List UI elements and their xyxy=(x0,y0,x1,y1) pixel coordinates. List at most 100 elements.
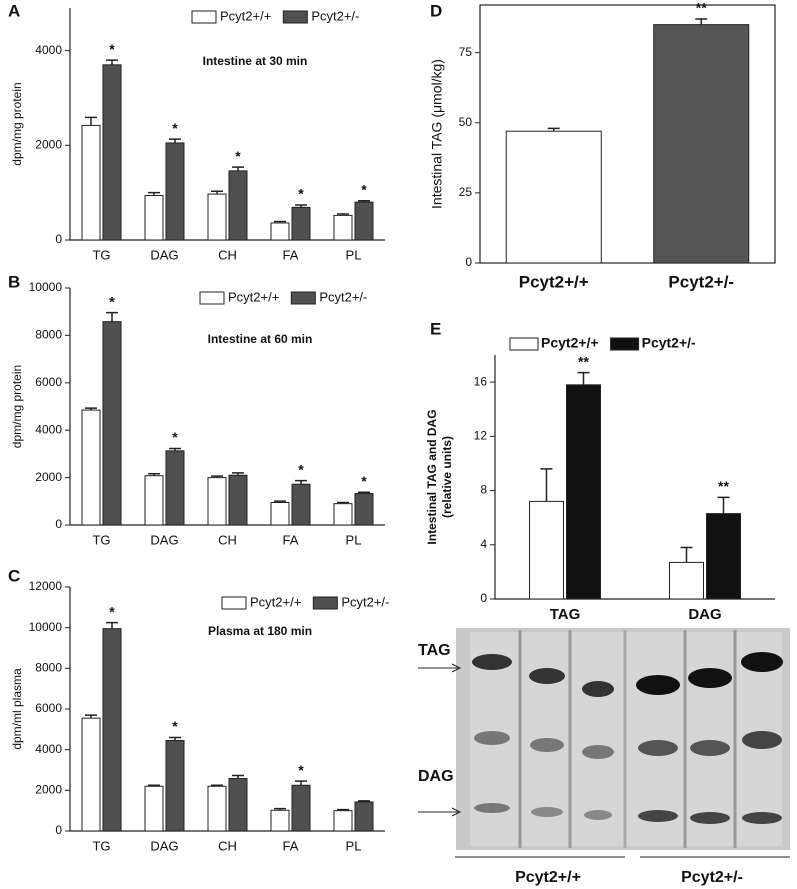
x-tick-label: TG xyxy=(92,247,110,262)
y-tick-label: 2000 xyxy=(35,783,62,797)
y-tick-label: 4000 xyxy=(35,43,62,57)
y-tick-label: 0 xyxy=(55,232,62,246)
bar xyxy=(291,206,311,241)
legend-swatch xyxy=(282,10,308,24)
significance-mark: * xyxy=(109,41,115,57)
error-bar xyxy=(232,472,244,476)
x-tick-label: FA xyxy=(283,838,299,853)
y-axis-label: dpm/mg protein xyxy=(10,365,24,448)
y-tick-label: 50 xyxy=(459,115,473,129)
bar xyxy=(529,500,564,600)
error-bar xyxy=(717,496,730,514)
significance-mark: * xyxy=(298,461,304,477)
bar xyxy=(165,740,185,832)
y-tick-label: 10000 xyxy=(29,620,63,634)
bar xyxy=(144,194,164,241)
chart-title: Intestine at 30 min xyxy=(203,54,308,68)
bar xyxy=(270,501,290,526)
significance-mark: * xyxy=(235,148,241,164)
y-tick-label: 6000 xyxy=(35,701,62,715)
blot-image xyxy=(418,628,790,858)
x-tick-label: TG xyxy=(92,532,110,547)
error-bar xyxy=(169,447,181,451)
error-bar xyxy=(295,204,307,208)
y-tick-label: 0 xyxy=(465,255,472,269)
bar xyxy=(207,193,227,241)
blot-group-label: Pcyt2+/+ xyxy=(515,869,581,886)
error-bar xyxy=(295,479,307,485)
legend-label: Pcyt2+/+ xyxy=(220,8,271,23)
error-bar xyxy=(106,59,118,65)
error-bar xyxy=(106,311,118,322)
bar xyxy=(81,717,101,832)
bar xyxy=(144,785,164,832)
bar xyxy=(144,475,164,526)
error-bar xyxy=(358,800,370,802)
error-bar xyxy=(85,714,97,719)
bar xyxy=(270,222,290,241)
x-tick-label: Pcyt2+/- xyxy=(668,272,734,291)
bar xyxy=(354,492,374,526)
bar xyxy=(566,384,601,600)
error-bar xyxy=(85,407,97,411)
error-bar xyxy=(680,546,693,563)
bar xyxy=(270,809,290,832)
bar xyxy=(102,321,122,526)
blot-label: DAG xyxy=(418,768,454,785)
error-bar xyxy=(85,116,97,126)
legend-swatch xyxy=(509,337,539,351)
bar xyxy=(165,450,185,526)
error-bar xyxy=(274,807,286,811)
significance-mark: * xyxy=(361,473,367,489)
y-tick-label: 16 xyxy=(474,374,488,388)
legend-swatch xyxy=(610,337,640,351)
significance-mark: ** xyxy=(578,353,589,369)
x-tick-label: CH xyxy=(218,532,237,547)
bar xyxy=(333,810,353,832)
error-bar xyxy=(148,191,160,196)
y-axis-label: (relative units) xyxy=(440,436,454,518)
significance-mark: ** xyxy=(718,478,729,494)
legend-swatch xyxy=(221,596,247,610)
y-tick-label: 12000 xyxy=(29,579,63,593)
bar xyxy=(354,201,374,241)
error-bar xyxy=(148,473,160,476)
bar xyxy=(333,214,353,241)
significance-mark: * xyxy=(298,186,304,202)
significance-mark: ** xyxy=(696,0,707,16)
panel-label: C xyxy=(8,566,20,585)
legend-swatch xyxy=(290,291,316,305)
error-bar xyxy=(337,501,349,504)
y-tick-label: 4000 xyxy=(35,742,62,756)
x-tick-label: CH xyxy=(218,247,237,262)
bar xyxy=(505,130,602,264)
blot-label: TAG xyxy=(418,642,451,659)
y-tick-label: 10000 xyxy=(29,280,63,294)
legend-label: Pcyt2+/- xyxy=(642,335,696,351)
plot-frame xyxy=(479,4,776,264)
y-tick-label: 2000 xyxy=(35,137,62,151)
error-bar xyxy=(211,190,223,195)
error-bar xyxy=(295,780,307,786)
x-tick-label: DAG xyxy=(150,247,178,262)
y-tick-label: 8 xyxy=(480,483,487,497)
bar xyxy=(333,503,353,526)
x-tick-label: FA xyxy=(283,532,299,547)
legend-label: Pcyt2+/+ xyxy=(228,289,279,304)
significance-mark: * xyxy=(361,181,367,197)
y-tick-label: 2000 xyxy=(35,470,62,484)
chart-title: Intestine at 60 min xyxy=(208,332,313,346)
error-bar xyxy=(577,371,590,385)
error-bar xyxy=(211,475,223,478)
error-bar xyxy=(169,138,181,143)
significance-mark: * xyxy=(172,120,178,136)
significance-mark: * xyxy=(109,603,115,619)
bar xyxy=(291,784,311,832)
x-tick-label: TG xyxy=(92,838,110,853)
bar xyxy=(102,628,122,832)
error-bar xyxy=(358,199,370,203)
y-tick-label: 0 xyxy=(480,591,487,605)
y-tick-label: 8000 xyxy=(35,661,62,675)
y-tick-label: 12 xyxy=(474,429,488,443)
